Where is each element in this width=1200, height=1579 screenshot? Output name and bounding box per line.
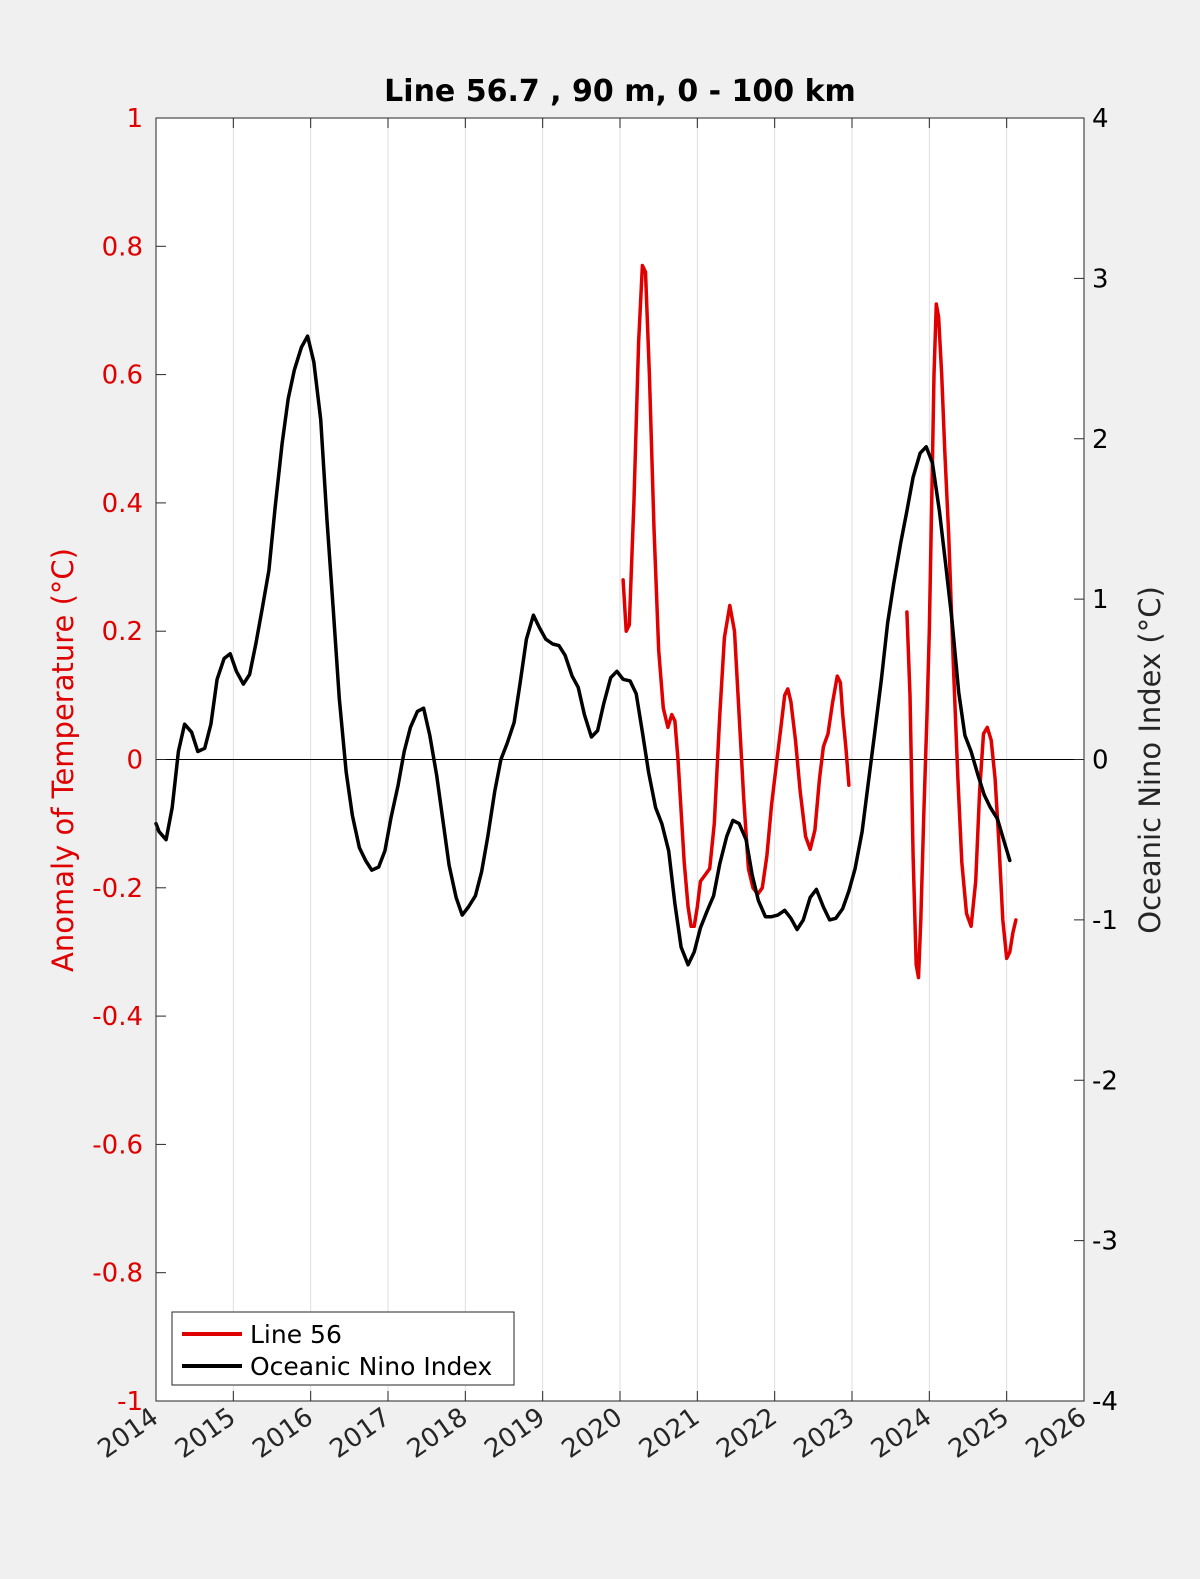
chart-title: Line 56.7 , 90 m, 0 - 100 km: [384, 74, 856, 109]
right-tick-label: 0: [1092, 746, 1109, 776]
right-tick-label: -1: [1092, 906, 1118, 936]
left-tick-label: 0.8: [102, 232, 143, 262]
x-tick-label: 2016: [247, 1402, 318, 1465]
x-tick-label: 2023: [789, 1402, 860, 1465]
left-tick-label: 0.6: [102, 361, 143, 391]
series-layer: [154, 263, 1018, 980]
legend-box: [171, 1311, 515, 1386]
right-axis: 4 3 2 1 0 -1 -2 -3 -4: [1074, 104, 1118, 1417]
legend: Line 56 Oceanic Nino Index: [171, 1311, 515, 1386]
left-tick-label: 1: [126, 104, 143, 134]
left-axis-label: Anomaly of Temperature (°C): [46, 548, 80, 972]
left-axis: 1 0.8 0.6 0.4 0.2 0 -0.2 -0.4 -0.6 -0.8 -1: [92, 104, 166, 1417]
left-tick-label: 0: [126, 746, 143, 776]
right-tick-label: 4: [1092, 104, 1109, 134]
left-tick-label: -0.2: [92, 874, 143, 904]
line56-series-segment-1: [621, 263, 851, 929]
right-tick-label: 2: [1092, 425, 1109, 455]
left-tick-label: 0.4: [102, 489, 143, 519]
left-tick-label: -0.4: [92, 1002, 143, 1032]
x-tick-label: 2015: [170, 1402, 241, 1465]
oni-series-line: [154, 334, 1012, 967]
x-tick-label: 2025: [943, 1402, 1014, 1465]
left-tick-label: -1: [117, 1387, 143, 1417]
right-axis-label: Oceanic Nino Index (°C): [1133, 586, 1167, 934]
x-tick-label: 2026: [1021, 1402, 1092, 1465]
legend-label-line56: Line 56: [250, 1320, 342, 1349]
x-tick-label: 2017: [325, 1402, 396, 1465]
left-tick-label: -0.6: [92, 1130, 143, 1160]
right-tick-label: -3: [1092, 1227, 1118, 1257]
x-tick-label: 2022: [711, 1402, 782, 1465]
x-tick-label: 2024: [866, 1402, 937, 1465]
x-tick-label: 2021: [634, 1402, 705, 1465]
left-tick-label: -0.8: [92, 1259, 143, 1289]
legend-label-oni: Oceanic Nino Index: [250, 1352, 492, 1381]
left-tick-label: 0.2: [102, 617, 143, 647]
right-tick-label: 1: [1092, 585, 1109, 615]
x-tick-label: 2018: [402, 1402, 473, 1465]
x-tick-label: 2020: [557, 1402, 628, 1465]
right-tick-label: -2: [1092, 1066, 1118, 1096]
right-tick-label: -4: [1092, 1387, 1118, 1417]
x-tick-label: 2019: [479, 1402, 550, 1465]
right-tick-label: 3: [1092, 264, 1109, 294]
